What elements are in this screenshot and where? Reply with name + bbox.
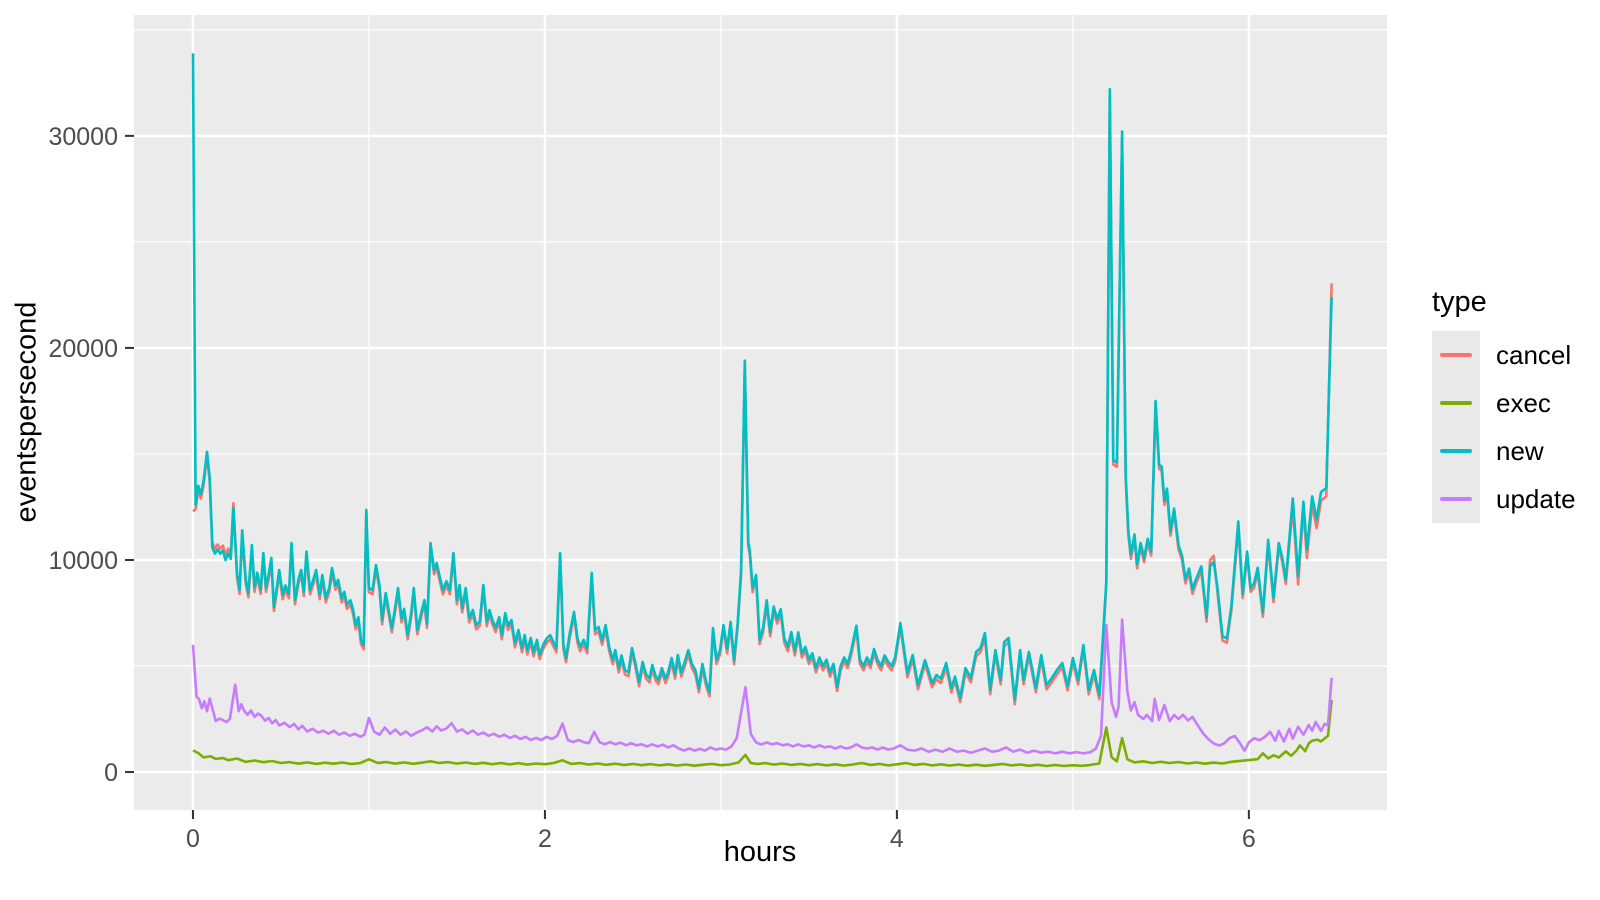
new-line-swatch-icon — [1440, 449, 1472, 453]
y-tick-label: 0 — [104, 759, 118, 787]
legend-key-exec — [1432, 379, 1480, 427]
legend-key-new — [1432, 427, 1480, 475]
y-tick-label: 10000 — [48, 547, 118, 575]
legend-key-update — [1432, 475, 1480, 523]
legend-item-exec: exec — [1432, 379, 1576, 427]
plot-panel — [134, 15, 1387, 810]
legend-item-update: update — [1432, 475, 1576, 523]
x-tick-label: 6 — [1242, 825, 1256, 853]
axes: 0 2 4 6 0 10000 20000 30000 — [48, 123, 1255, 853]
y-axis-title: eventspersecond — [10, 301, 43, 523]
series-lines — [191, 53, 1333, 768]
y-tick-label: 20000 — [48, 335, 118, 363]
legend-label-update: update — [1496, 483, 1576, 514]
legend: type cancel exec new update — [1432, 286, 1576, 523]
x-tick-label: 2 — [538, 825, 552, 853]
legend-title: type — [1432, 286, 1487, 318]
gridlines — [134, 15, 1387, 810]
legend-label-exec: exec — [1496, 387, 1551, 418]
series-line-update — [191, 618, 1333, 755]
x-tick-label: 4 — [890, 825, 904, 853]
legend-label-cancel: cancel — [1496, 339, 1572, 370]
cancel-line-swatch-icon — [1440, 353, 1472, 357]
x-axis-title: hours — [723, 836, 797, 868]
legend-label-new: new — [1496, 435, 1544, 466]
update-line-swatch-icon — [1440, 497, 1472, 501]
exec-line-swatch-icon — [1440, 401, 1472, 405]
x-tick-label: 0 — [186, 825, 200, 853]
legend-item-new: new — [1432, 427, 1576, 475]
series-line-exec — [192, 699, 1333, 768]
legend-key-cancel — [1432, 331, 1480, 379]
legend-item-cancel: cancel — [1432, 331, 1576, 379]
y-tick-label: 30000 — [48, 123, 118, 151]
series-line-new — [191, 53, 1333, 702]
